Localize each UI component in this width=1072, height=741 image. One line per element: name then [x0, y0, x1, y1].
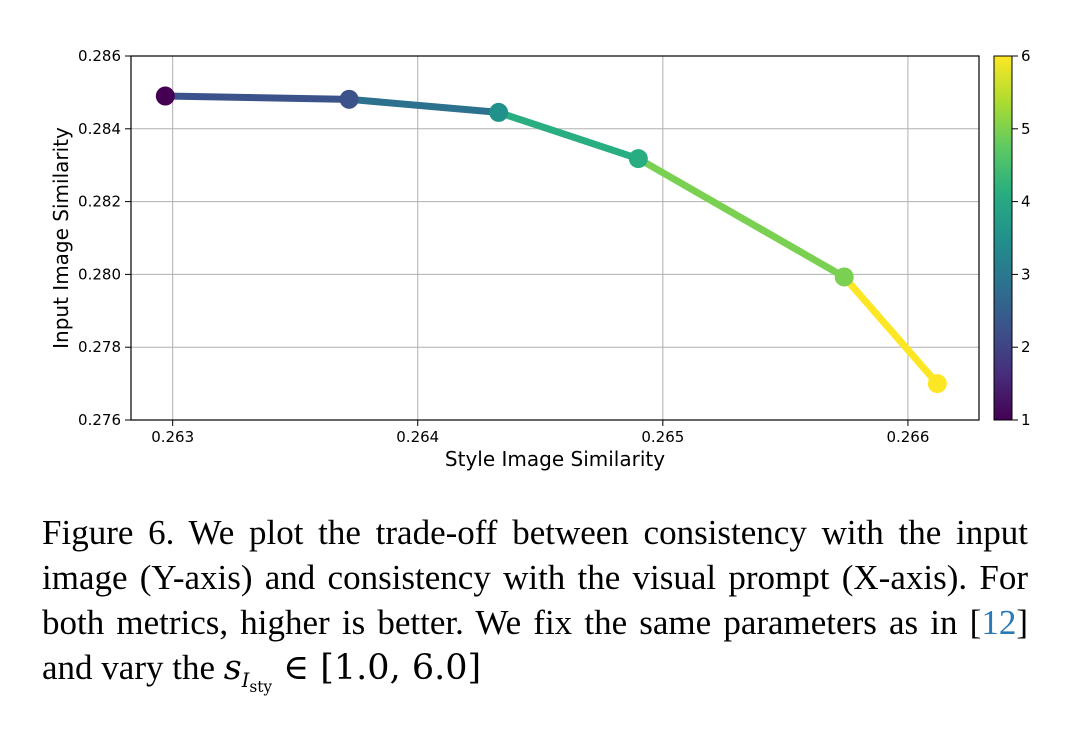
data-point	[927, 374, 947, 394]
x-tick-label: 0.265	[641, 428, 684, 446]
colorbar-tick-label: 6	[1021, 47, 1031, 65]
x-tick-label: 0.264	[396, 428, 439, 446]
line-segment	[495, 108, 642, 163]
series-line	[161, 92, 941, 388]
y-tick-label: 0.278	[78, 338, 121, 356]
grid-lines	[131, 55, 979, 421]
colorbar-tick-label: 1	[1021, 411, 1031, 429]
colorbar-ticks: 1 2 3 4 5 6	[1012, 47, 1031, 429]
math-sty: sty	[249, 677, 273, 696]
plot-frame	[130, 55, 980, 421]
line-segment	[161, 92, 353, 103]
data-point	[155, 86, 175, 106]
chart: 0.263 0.264 0.265 0.266 0.276 0.278 0.280 0.28…	[49, 47, 1031, 471]
math-I: I	[241, 669, 250, 692]
x-tick-label: 0.266	[886, 428, 929, 446]
y-tick-label: 0.282	[78, 193, 121, 211]
x-axis-label: Style Image Similarity	[445, 447, 665, 471]
series-points	[155, 86, 947, 394]
data-point	[489, 102, 509, 122]
colorbar-tick-label: 5	[1021, 120, 1031, 138]
caption-text-2: ] and vary the	[42, 603, 1028, 687]
line-segment	[840, 273, 941, 388]
math-range: ∈ [1.0, 6.0]	[272, 648, 482, 688]
colorbar-tick-label: 4	[1021, 193, 1031, 211]
y-axis: 0.276 0.278 0.280 0.282 0.284 0.286	[78, 47, 131, 429]
colorbar-tick-label: 3	[1021, 265, 1031, 283]
data-point	[628, 149, 648, 169]
math-s: s	[223, 648, 242, 688]
y-tick-label: 0.286	[78, 47, 121, 65]
x-axis: 0.263 0.264 0.265 0.266	[151, 420, 929, 446]
figure-caption: Figure 6. We plot the trade-off between …	[42, 510, 1028, 710]
data-point	[834, 267, 854, 287]
line-segment	[634, 155, 848, 281]
y-tick-label: 0.276	[78, 411, 121, 429]
colorbar	[993, 55, 1013, 421]
citation-link[interactable]: 12	[981, 603, 1017, 642]
y-tick-label: 0.284	[78, 120, 121, 138]
line-segment	[345, 95, 503, 116]
math-expression: sIsty ∈ [1.0, 6.0]	[223, 648, 482, 696]
y-tick-label: 0.280	[78, 265, 121, 283]
caption-text: Figure 6. We plot the trade-off between …	[42, 513, 1028, 642]
colorbar-tick-label: 2	[1021, 338, 1031, 356]
data-point	[339, 89, 359, 109]
x-tick-label: 0.263	[151, 428, 194, 446]
y-axis-label: Input Image Similarity	[49, 127, 73, 349]
